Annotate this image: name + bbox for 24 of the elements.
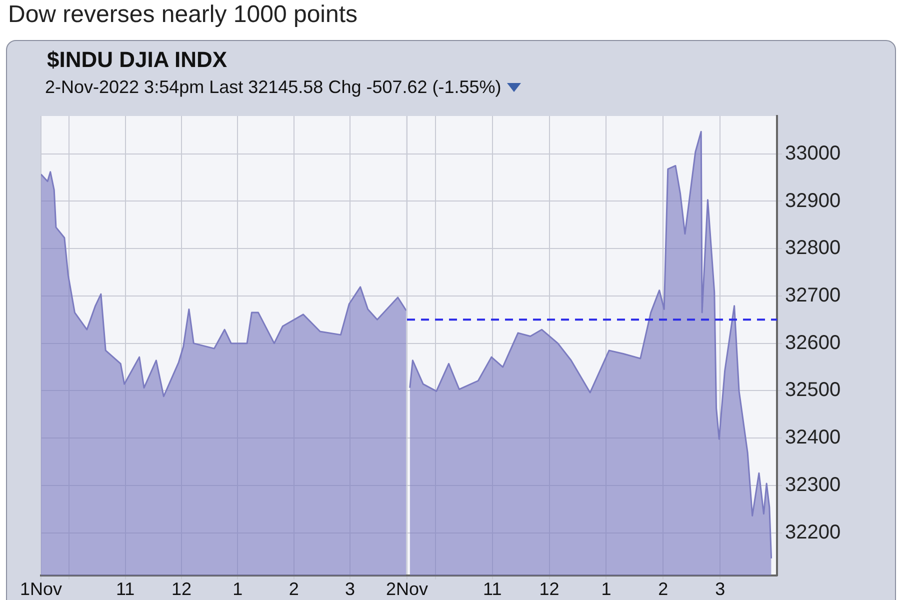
x-tick-label: 2 (288, 579, 299, 600)
x-tick-label: 1Nov (20, 579, 62, 600)
y-tick-label: 32300 (785, 474, 841, 496)
y-tick-label: 32900 (785, 190, 841, 212)
x-tick-label: 11 (116, 579, 135, 600)
x-tick-label: 11 (483, 579, 502, 600)
x-tick-label: 1 (232, 579, 243, 600)
y-tick-label: 32800 (785, 237, 841, 260)
x-tick-label: 12 (171, 579, 192, 600)
x-tick-label: 3 (715, 579, 726, 600)
x-tick-label: 2Nov (386, 579, 428, 600)
x-tick-label: 1 (601, 579, 612, 600)
chart-title: Dow reverses nearly 1000 points (7, 0, 359, 30)
y-tick-label: 32200 (785, 521, 841, 544)
x-tick-label: 3 (345, 579, 356, 600)
y-tick-label: 32400 (785, 426, 841, 449)
chart-subtitle: $INDU DJIA INDX (47, 47, 228, 73)
y-tick-label: 33000 (785, 142, 841, 164)
x-tick-label: 2 (658, 579, 668, 600)
x-tick-label: 12 (539, 579, 560, 600)
text: 2-Nov-2022 3:54pm Last 32145.58 Chg -507.62 (-1.55%) (45, 77, 502, 98)
y-tick-label: 32500 (785, 379, 841, 402)
y-tick-label: 32600 (785, 332, 841, 354)
y-tick-label: 32700 (785, 284, 841, 306)
